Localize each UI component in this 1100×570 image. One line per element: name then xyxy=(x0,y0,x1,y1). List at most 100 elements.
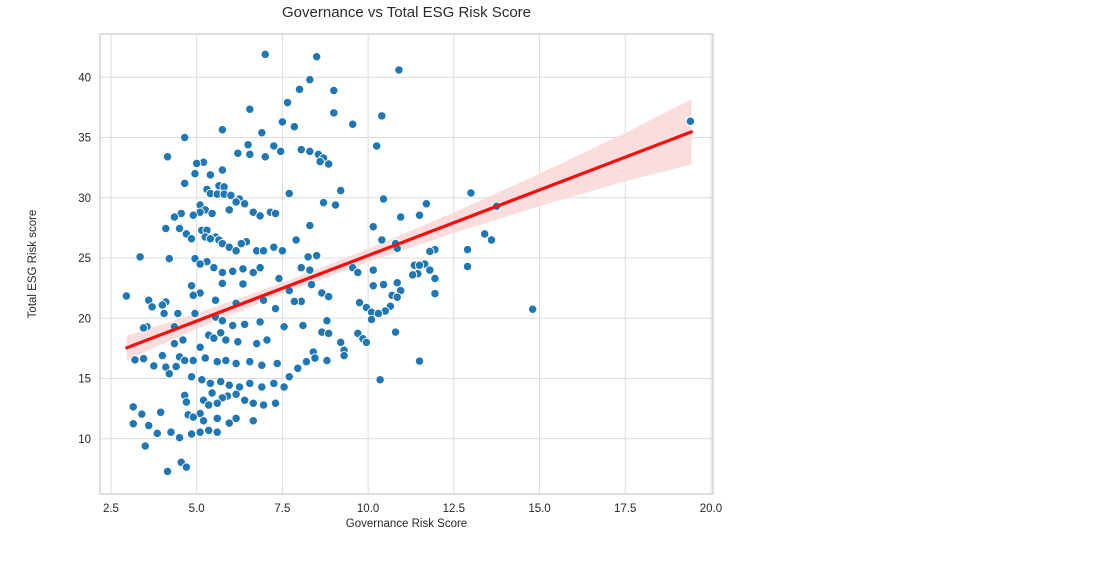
scatter-point xyxy=(195,259,205,269)
scatter-point xyxy=(169,338,180,349)
scatter-point xyxy=(157,351,168,361)
scatter-point xyxy=(245,378,255,389)
scatter-point xyxy=(188,355,198,366)
scatter-point xyxy=(240,199,250,209)
scatter-point xyxy=(135,252,145,262)
scatter-point xyxy=(373,308,384,319)
axes-spines xyxy=(99,33,714,495)
scatter-point xyxy=(272,358,282,369)
scatter-point xyxy=(430,273,440,284)
scatter-point xyxy=(162,466,173,476)
y-tick-label: 10 xyxy=(78,434,91,446)
scatter-point xyxy=(205,378,216,389)
scatter-point xyxy=(312,250,322,261)
scatter-point xyxy=(171,361,181,372)
scatter-point xyxy=(257,128,267,138)
scatter-point xyxy=(198,416,209,426)
scatter-point xyxy=(186,429,197,439)
scatter-point xyxy=(217,278,228,288)
scatter-point xyxy=(260,49,270,60)
y-tick-label: 30 xyxy=(78,193,91,205)
scatter-point xyxy=(180,355,190,366)
scatter-point xyxy=(305,75,315,85)
scatter-point xyxy=(188,210,198,220)
scatter-point xyxy=(329,108,339,118)
scatter-point xyxy=(378,194,389,204)
scatter-point xyxy=(195,427,205,437)
scatter-point xyxy=(279,382,289,392)
x-axis-label: Governance Risk Score xyxy=(345,518,468,530)
scatter-point xyxy=(368,281,378,291)
scatter-point xyxy=(277,117,288,127)
scatter-point xyxy=(462,261,473,272)
scatter-point xyxy=(361,337,372,348)
scatter-point xyxy=(157,300,168,310)
scatter-point xyxy=(245,149,255,160)
scatter-point xyxy=(217,267,228,278)
scatter-point xyxy=(255,211,265,221)
scatter-point xyxy=(270,398,281,408)
scatter-point xyxy=(348,119,358,129)
scatter-point xyxy=(270,208,281,219)
scatter-point xyxy=(238,264,248,274)
scatter-point xyxy=(164,369,174,379)
scatter-point xyxy=(312,52,322,62)
y-tick-label: 35 xyxy=(78,133,91,145)
scatter-point xyxy=(339,351,349,361)
scatter-point xyxy=(221,355,231,366)
scatter-point xyxy=(152,428,162,439)
scatter-point xyxy=(180,132,190,143)
scatter-point xyxy=(174,223,185,234)
scatter-point xyxy=(421,199,432,209)
scatter-point xyxy=(195,342,205,352)
scatter-point xyxy=(181,397,192,407)
scatter-point xyxy=(156,407,166,417)
scatter-point xyxy=(243,140,253,150)
scatter-point xyxy=(205,234,216,244)
scatter-point xyxy=(209,333,219,343)
y-axis-label: Total ESG Risk score xyxy=(27,209,39,319)
scatter-point xyxy=(377,111,387,121)
scatter-point xyxy=(354,297,365,308)
scatter-point xyxy=(192,158,202,169)
x-tick-label: 12.5 xyxy=(443,503,465,515)
scatter-point xyxy=(296,263,306,273)
scatter-point xyxy=(414,210,425,220)
scatter-point xyxy=(279,322,289,332)
scatter-point xyxy=(289,122,300,132)
scatter-point xyxy=(149,361,159,371)
scatter-point xyxy=(390,327,401,337)
scatter-point xyxy=(322,355,332,366)
scatter-point xyxy=(217,165,228,175)
scatter-point xyxy=(282,97,293,108)
scatter-point xyxy=(245,357,255,367)
scatter-point xyxy=(248,267,258,278)
scatter-point xyxy=(224,380,234,390)
scatter-point xyxy=(248,416,258,426)
scatter-point xyxy=(269,141,279,151)
scatter-point xyxy=(289,296,300,307)
scatter-point xyxy=(257,382,267,392)
scatter-point xyxy=(228,266,238,276)
scatter-point xyxy=(368,222,378,232)
scatter-point xyxy=(137,409,147,419)
x-tick-label: 15.0 xyxy=(528,503,550,515)
scatter-point xyxy=(258,400,269,410)
scatter-point xyxy=(425,265,435,275)
scatter-point xyxy=(366,314,377,325)
scatter-point xyxy=(396,212,406,222)
scatter-point xyxy=(190,308,200,319)
scatter-point xyxy=(164,253,174,264)
scatter-point xyxy=(392,292,402,302)
scatter-point xyxy=(269,378,279,389)
scatter-point xyxy=(231,197,241,207)
scatter-point xyxy=(233,148,243,158)
scatter-point xyxy=(166,427,176,437)
scatter-point xyxy=(144,420,154,431)
scatter-point xyxy=(276,146,286,157)
scatter-point xyxy=(130,355,140,365)
scatter-point xyxy=(466,188,476,198)
scatter-point xyxy=(305,146,315,157)
